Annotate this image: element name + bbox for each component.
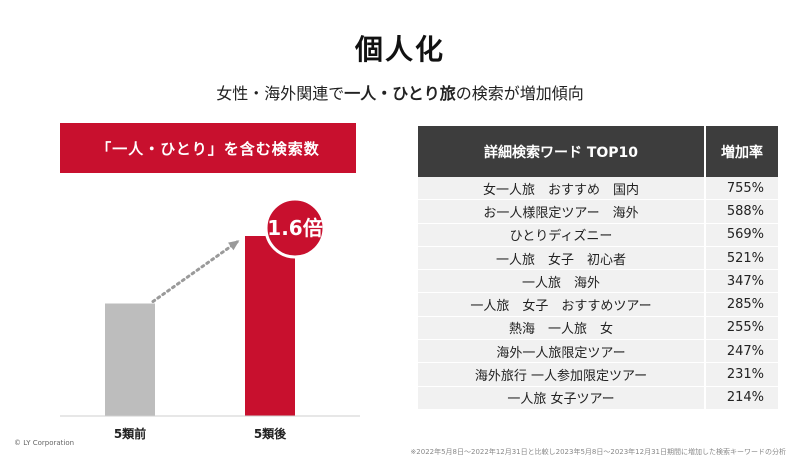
chart-panel-title: 「一人・ひとり」を含む検索数: [60, 123, 356, 173]
table-row: 熱海 一人旅 女 255%: [418, 316, 778, 341]
rate-cell: 569%: [706, 223, 778, 247]
keyword-cell: 一人旅 女子ツアー: [418, 386, 706, 410]
keyword-cell: ひとりディズニー: [418, 223, 706, 247]
x-tick-label: 5類後: [254, 426, 287, 441]
rate-cell: 214%: [706, 386, 778, 410]
growth-arrow-head: [228, 240, 240, 251]
table-row: 海外旅行 一人参加限定ツアー 231%: [418, 363, 778, 387]
rate-cell: 347%: [706, 270, 778, 294]
rate-cell: 755%: [706, 177, 778, 201]
keyword-cell: お一人様限定ツアー 海外: [418, 200, 706, 224]
table-row: 一人旅 女子ツアー 214%: [418, 386, 778, 410]
rate-cell: 588%: [706, 200, 778, 224]
keyword-cell: 一人旅 女子 おすすめツアー: [418, 293, 706, 317]
multiplier-badge: [264, 197, 326, 259]
rate-cell: 231%: [706, 363, 778, 387]
keyword-cell: 女一人旅 おすすめ 国内: [418, 177, 706, 201]
subtitle-suffix: の検索が増加傾向: [455, 84, 584, 103]
bar-before: [105, 303, 155, 416]
x-tick-label: 5類前: [114, 426, 146, 441]
column-header-keyword: 詳細検索ワード TOP10: [418, 126, 706, 177]
table-header-row: 詳細検索ワード TOP10 増加率: [418, 126, 778, 177]
table-row: お一人様限定ツアー 海外 588%: [418, 200, 778, 224]
rate-cell: 521%: [706, 246, 778, 271]
top10-keyword-table: 詳細検索ワード TOP10 増加率 女一人旅 おすすめ 国内 755% お一人様限定…: [418, 126, 778, 410]
rate-cell: 247%: [706, 340, 778, 364]
search-count-chart: 5類前 5類後 1.6倍: [60, 197, 360, 441]
table-row: 一人旅 女子 初心者 521%: [418, 246, 778, 271]
subtitle-highlight: 一人・ひとり旅: [344, 84, 456, 103]
page-subtitle: 女性・海外関連で一人・ひとり旅の検索が増加傾向: [0, 80, 800, 104]
bar-after: [245, 236, 295, 416]
growth-arrow-line: [151, 240, 239, 303]
table-row: 一人旅 海外 347%: [418, 270, 778, 294]
subtitle-prefix: 女性・海外関連で: [216, 84, 345, 103]
rate-cell: 255%: [706, 316, 778, 341]
table-row: 海外一人旅限定ツアー 247%: [418, 340, 778, 364]
keyword-cell: 海外一人旅限定ツアー: [418, 340, 706, 364]
table-row: 一人旅 女子 おすすめツアー 285%: [418, 293, 778, 317]
keyword-cell: 熱海 一人旅 女: [418, 316, 706, 341]
rate-cell: 285%: [706, 293, 778, 317]
table-row: 女一人旅 おすすめ 国内 755%: [418, 177, 778, 201]
copyright-text: © LY Corporation: [14, 439, 75, 447]
footnote-text: ※2022年5月8日〜2022年12月31日と比較し2023年5月8日〜2023…: [410, 448, 786, 456]
keyword-cell: 海外旅行 一人参加限定ツアー: [418, 363, 706, 387]
keyword-cell: 一人旅 女子 初心者: [418, 246, 706, 271]
multiplier-badge-label: 1.6倍: [267, 216, 322, 240]
page-title: 個人化: [354, 33, 445, 66]
table-row: ひとりディズニー 569%: [418, 223, 778, 247]
column-header-rate: 増加率: [706, 126, 778, 177]
keyword-cell: 一人旅 海外: [418, 270, 706, 294]
